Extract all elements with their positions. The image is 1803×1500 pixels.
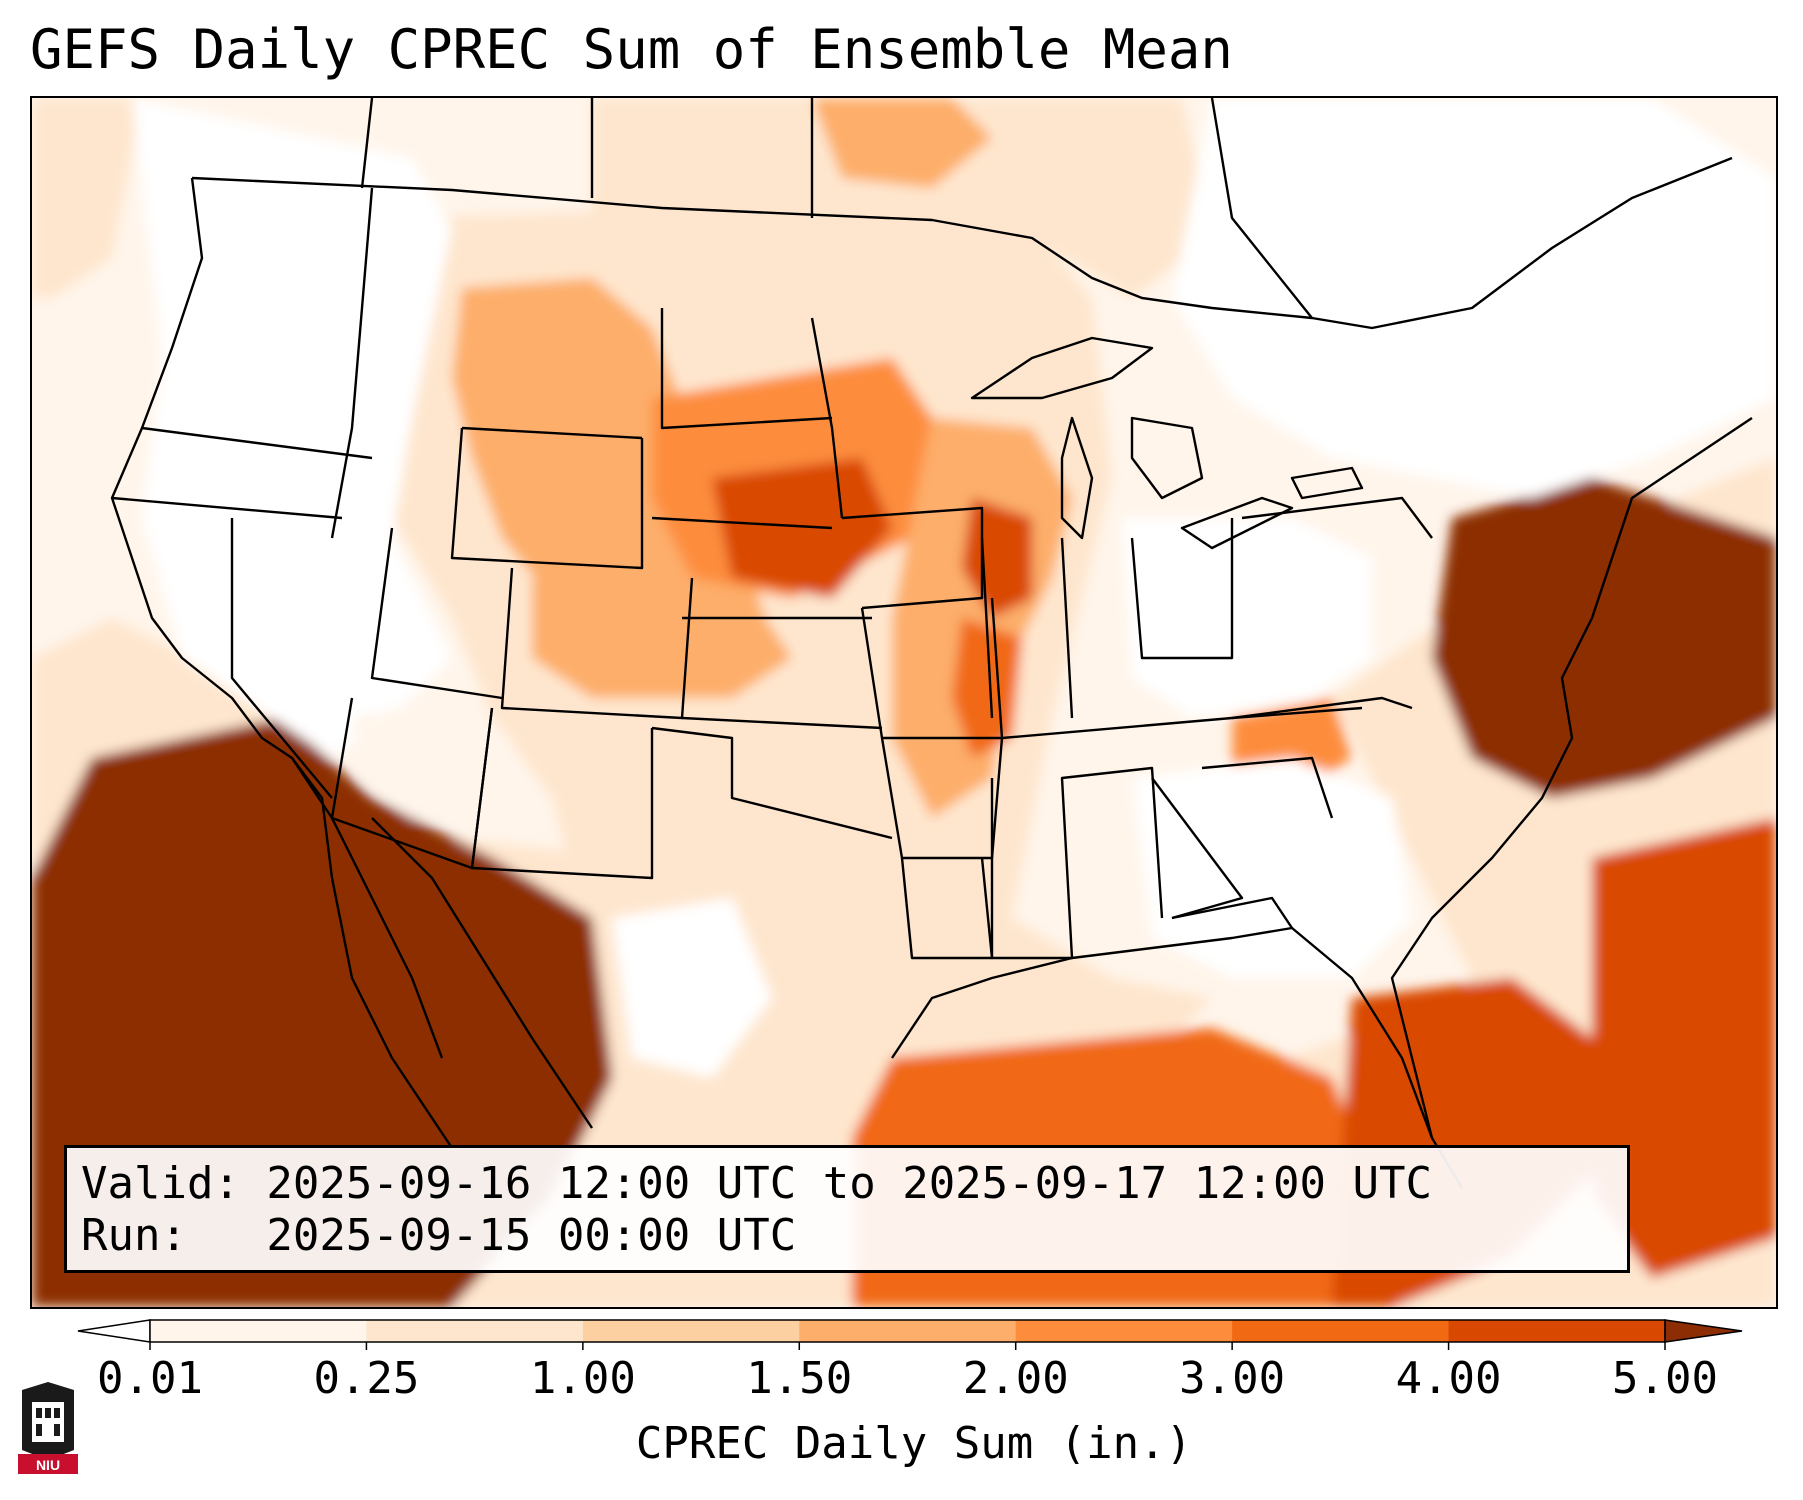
state-line-nd-sd (660, 308, 833, 430)
colorbar-label: CPREC Daily Sum (in.) (635, 1418, 1193, 1469)
state-line-nc-sc-ga (1151, 756, 1334, 920)
state-line-oh (1130, 518, 1234, 660)
precip-map (32, 98, 1776, 1307)
shade-light-topleft (32, 98, 142, 298)
state-line-nv-ca (230, 518, 333, 799)
colorbar-tick-label: 2.00 (962, 1353, 1069, 1404)
state-line-il-in (980, 537, 1074, 719)
colorbar-extend-max (1664, 1319, 1743, 1343)
precip-shading (32, 98, 1776, 1307)
shade-dark-midatlantic (1432, 478, 1776, 798)
state-line-co (500, 567, 694, 720)
boundaries (110, 98, 1753, 1189)
colorbar-tick-label: 4.00 (1395, 1353, 1502, 1404)
lake-ontario (1290, 466, 1364, 500)
map-title: GEFS Daily CPREC Sum of Ensemble Mean (30, 18, 1233, 81)
shade-dark-missouri (952, 618, 1022, 758)
shade-mid-colorado (532, 578, 792, 698)
colorbar-tick-label: 3.00 (1179, 1353, 1286, 1404)
colorbar-tick-label: 0.01 (97, 1353, 203, 1404)
state-line-ar (880, 737, 1004, 860)
shade-dark-atlantic (1592, 818, 1776, 1278)
map-frame (30, 96, 1778, 1309)
state-line-or-ca (111, 496, 343, 520)
colorbar-outline (149, 1319, 1666, 1343)
state-line-ut (370, 527, 503, 700)
colorbar-segment (1232, 1320, 1450, 1342)
colorbar-segment (150, 1320, 367, 1342)
colorbar-segment (1448, 1320, 1666, 1342)
shade-none-southwest (352, 698, 512, 818)
colorbar (77, 1319, 1743, 1350)
coast-atlantic (1390, 417, 1753, 1139)
shade-none-southeast (1132, 758, 1412, 978)
colorbar-tick-label: 0.25 (313, 1353, 420, 1404)
colorbar-tick-label: 5.00 (1612, 1353, 1718, 1404)
colorbar-extend-min (77, 1319, 151, 1343)
colorbar-segment (366, 1320, 584, 1342)
shade-mid-northtop (812, 98, 992, 188)
state-line-id-mt (330, 187, 374, 539)
shade-none-ohio (1122, 518, 1372, 718)
lake-michigan (1060, 416, 1094, 540)
lake-erie (1180, 496, 1294, 550)
shade-dark-iowa (962, 498, 1032, 618)
shade-light-north (592, 98, 1212, 298)
shade-none-westtx (612, 898, 772, 1078)
state-line-ms-al (990, 766, 1164, 960)
lake-huron (1130, 416, 1204, 500)
state-line-pa-ny (1241, 496, 1433, 539)
state-line-mt-wy (461, 426, 643, 440)
state-line-va-nc (1231, 696, 1413, 720)
state-line-sd-ne (651, 516, 833, 530)
canada-line-1 (360, 98, 374, 189)
coast-mexico-west (371, 817, 593, 1129)
colorbar-segment (799, 1320, 1017, 1342)
state-line-nm-tx (470, 707, 654, 880)
validity-info-box: Valid: 2025-09-16 12:00 UTC to 2025-09-1… (64, 1145, 1630, 1273)
niu-logo-icon: NIU (18, 1382, 78, 1474)
shade-none-west (132, 98, 452, 758)
state-line-la (900, 857, 994, 960)
coast-gulf (891, 926, 1464, 1189)
state-line-mn (810, 317, 844, 519)
coast-west (110, 177, 453, 1149)
state-line-mo (860, 597, 1004, 740)
state-line-wy (450, 427, 644, 570)
shade-none-northeast (1172, 98, 1776, 498)
state-line-fl-ga (1171, 896, 1293, 929)
shade-dark-sd (712, 458, 892, 598)
state-line-ok-tx (651, 726, 893, 840)
state-line-wa-or (141, 426, 373, 460)
border-us-canada (191, 156, 1733, 330)
colorbar-tick-label: 1.50 (746, 1353, 853, 1404)
svg-text:NIU: NIU (36, 1457, 60, 1473)
colorbar-segment (582, 1320, 800, 1342)
coast-baja (291, 757, 444, 1059)
canada-line-4 (1210, 98, 1313, 319)
lake-superior (970, 336, 1154, 400)
state-line-ks-ok (681, 716, 883, 730)
valid-time-text: Valid: 2025-09-16 12:00 UTC to 2025-09-1… (81, 1158, 1433, 1209)
run-time-text: Run: 2025-09-15 00:00 UTC (81, 1210, 797, 1261)
colorbar-tick-label: 1.00 (529, 1353, 636, 1404)
colorbar-segment (1015, 1320, 1233, 1342)
